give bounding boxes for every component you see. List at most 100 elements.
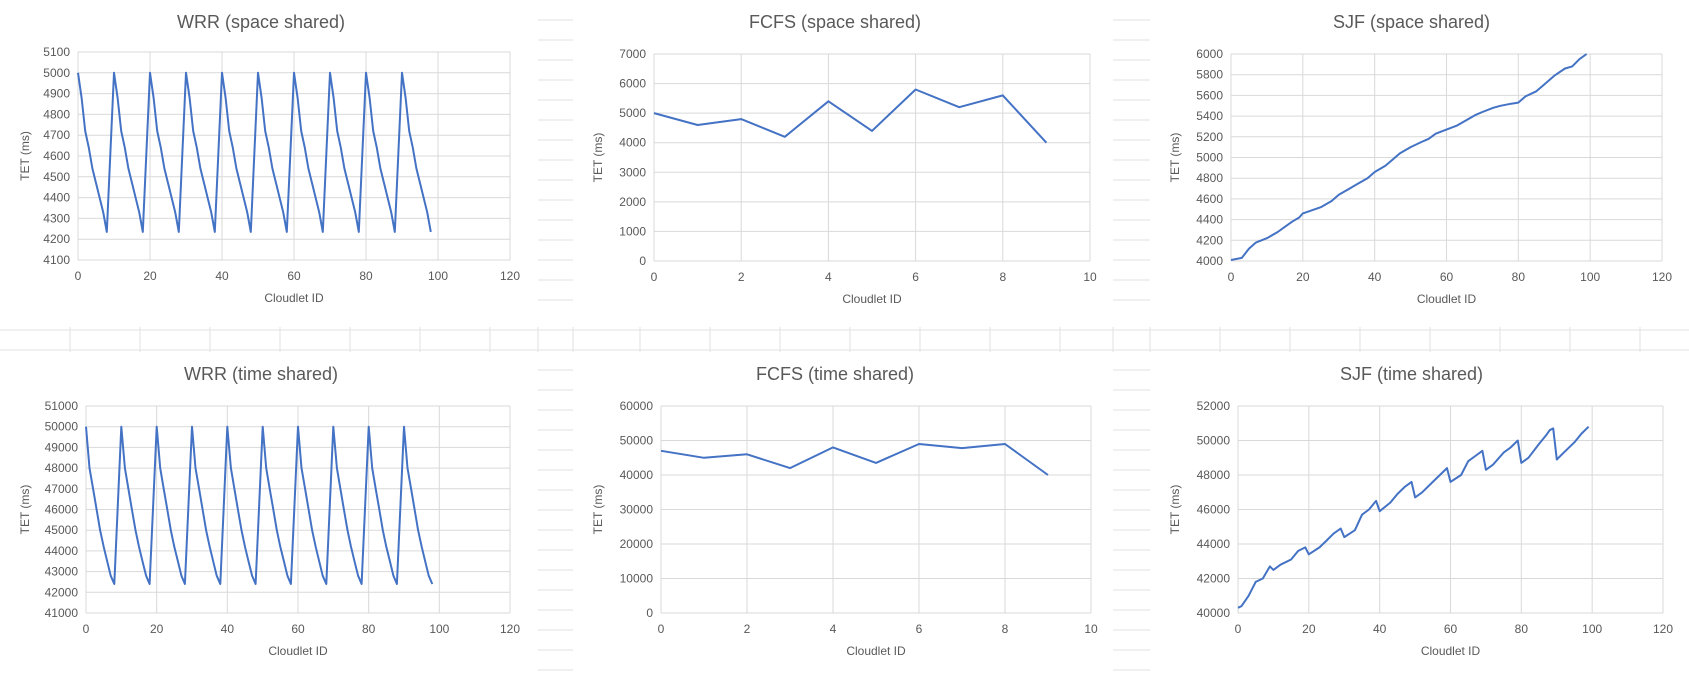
x-tick-label: 60 bbox=[1440, 270, 1454, 284]
y-tick-label: 40000 bbox=[620, 468, 654, 482]
y-tick-label: 4400 bbox=[43, 191, 70, 205]
x-tick-label: 20 bbox=[143, 269, 157, 283]
series-line bbox=[653, 88, 1048, 144]
x-tick-label: 4 bbox=[825, 270, 832, 284]
y-tick-label: 3000 bbox=[619, 165, 646, 179]
y-tick-label: 50000 bbox=[45, 420, 79, 434]
y-tick-label: 40000 bbox=[1197, 606, 1231, 620]
x-tick-label: 120 bbox=[1652, 270, 1672, 284]
y-tick-label: 4600 bbox=[1196, 192, 1223, 206]
y-tick-label: 41000 bbox=[45, 606, 79, 620]
chart-svg: FCFS (space shared) 0 1000 2000 3000 4000 5000… bbox=[591, 12, 1097, 306]
y-tick-label: 48000 bbox=[1197, 468, 1231, 482]
y-tick-label: 4500 bbox=[43, 170, 70, 184]
y-tick-label: 42000 bbox=[1197, 572, 1231, 586]
x-tick-label: 10 bbox=[1083, 270, 1097, 284]
chart-wrr-time-shared[interactable]: WRR (time shared) 41000 42000 43000 44000 450… bbox=[0, 352, 538, 679]
x-tick-label: 0 bbox=[1235, 622, 1242, 636]
y-tick-label: 6000 bbox=[1196, 47, 1223, 61]
y-tick-label: 0 bbox=[646, 606, 653, 620]
chart-svg: WRR (space shared) 4100 4200 4300 4400 4500 46… bbox=[18, 12, 520, 305]
y-tick-label: 1000 bbox=[619, 224, 646, 238]
x-tick-label: 40 bbox=[1373, 622, 1387, 636]
y-tick-label: 5000 bbox=[43, 66, 70, 80]
chart-fcfs-time-shared[interactable]: FCFS (time shared) 0 10000 20000 30000 40000 5… bbox=[573, 352, 1113, 679]
x-tick-label: 40 bbox=[1368, 270, 1382, 284]
x-tick-label: 0 bbox=[83, 622, 90, 636]
y-tick-label: 44000 bbox=[1197, 537, 1231, 551]
x-axis-title: Cloudlet ID bbox=[846, 644, 906, 658]
x-tick-label: 0 bbox=[658, 622, 665, 636]
x-axis-title: Cloudlet ID bbox=[268, 644, 328, 658]
y-tick-label: 60000 bbox=[620, 399, 654, 413]
chart-svg: FCFS (time shared) 0 10000 20000 30000 40000 5… bbox=[591, 364, 1098, 658]
x-tick-label: 40 bbox=[221, 622, 235, 636]
y-tick-label: 7000 bbox=[619, 47, 646, 61]
chart-svg: WRR (time shared) 41000 42000 43000 44000 450… bbox=[18, 364, 520, 658]
x-tick-label: 20 bbox=[1302, 622, 1316, 636]
x-tick-label: 6 bbox=[916, 622, 923, 636]
x-tick-label: 80 bbox=[362, 622, 376, 636]
chart-svg: SJF (space shared) 4000 4200 4400 4600 4800 50… bbox=[1168, 12, 1672, 306]
y-axis-title: TET (ms) bbox=[591, 485, 605, 535]
y-tick-label: 10000 bbox=[620, 572, 654, 586]
x-tick-label: 2 bbox=[744, 622, 751, 636]
y-tick-label: 5000 bbox=[1196, 151, 1223, 165]
y-tick-label: 50000 bbox=[620, 434, 654, 448]
y-tick-label: 45000 bbox=[45, 523, 79, 537]
y-tick-label: 4000 bbox=[1196, 254, 1223, 268]
y-tick-label: 46000 bbox=[1197, 503, 1231, 517]
y-tick-label: 2000 bbox=[619, 195, 646, 209]
y-tick-label: 51000 bbox=[45, 399, 79, 413]
x-axis-title: Cloudlet ID bbox=[264, 291, 324, 305]
chart-title: WRR (space shared) bbox=[177, 12, 345, 32]
x-tick-label: 0 bbox=[651, 270, 658, 284]
series-line bbox=[660, 443, 1049, 476]
x-tick-label: 100 bbox=[1580, 270, 1600, 284]
x-tick-label: 80 bbox=[359, 269, 373, 283]
y-tick-label: 5200 bbox=[1196, 130, 1223, 144]
x-tick-label: 80 bbox=[1515, 622, 1529, 636]
y-tick-label: 5400 bbox=[1196, 109, 1223, 123]
y-tick-label: 5000 bbox=[619, 106, 646, 120]
series-line bbox=[1230, 53, 1588, 261]
y-tick-label: 5800 bbox=[1196, 68, 1223, 82]
x-tick-label: 60 bbox=[287, 269, 301, 283]
x-tick-label: 20 bbox=[150, 622, 164, 636]
chart-title: WRR (time shared) bbox=[184, 364, 338, 384]
y-tick-label: 4000 bbox=[619, 136, 646, 150]
y-tick-label: 30000 bbox=[620, 503, 654, 517]
x-tick-label: 120 bbox=[500, 269, 520, 283]
y-tick-label: 4800 bbox=[43, 107, 70, 121]
x-tick-label: 20 bbox=[1296, 270, 1310, 284]
chart-title: SJF (time shared) bbox=[1340, 364, 1483, 384]
y-tick-label: 48000 bbox=[45, 461, 79, 475]
chart-wrr-space-shared[interactable]: WRR (space shared) 4100 4200 4300 4400 4500 46… bbox=[0, 0, 538, 327]
series-line bbox=[1237, 425, 1590, 609]
chart-sjf-time-shared[interactable]: SJF (time shared) 40000 42000 44000 46000 480… bbox=[1150, 352, 1689, 679]
series-line bbox=[85, 425, 434, 585]
y-axis-title: TET (ms) bbox=[1168, 485, 1182, 535]
chart-title: FCFS (space shared) bbox=[749, 12, 921, 32]
x-tick-label: 100 bbox=[428, 269, 448, 283]
y-tick-label: 6000 bbox=[619, 77, 646, 91]
y-tick-label: 46000 bbox=[45, 503, 79, 517]
x-axis-title: Cloudlet ID bbox=[1421, 644, 1481, 658]
y-tick-label: 42000 bbox=[45, 585, 79, 599]
y-tick-label: 49000 bbox=[45, 440, 79, 454]
x-tick-label: 2 bbox=[738, 270, 745, 284]
chart-sjf-space-shared[interactable]: SJF (space shared) 4000 4200 4400 4600 4800 50… bbox=[1150, 0, 1689, 327]
chart-title: FCFS (time shared) bbox=[756, 364, 914, 384]
chart-fcfs-space-shared[interactable]: FCFS (space shared) 0 1000 2000 3000 4000 5000… bbox=[573, 0, 1113, 327]
y-tick-label: 4600 bbox=[43, 149, 70, 163]
x-tick-label: 4 bbox=[830, 622, 837, 636]
y-tick-label: 5600 bbox=[1196, 88, 1223, 102]
y-tick-label: 4700 bbox=[43, 128, 70, 142]
x-tick-label: 0 bbox=[1228, 270, 1235, 284]
y-axis-title: TET (ms) bbox=[18, 485, 32, 535]
x-axis-title: Cloudlet ID bbox=[842, 292, 902, 306]
y-tick-label: 4400 bbox=[1196, 213, 1223, 227]
y-tick-label: 43000 bbox=[45, 565, 79, 579]
